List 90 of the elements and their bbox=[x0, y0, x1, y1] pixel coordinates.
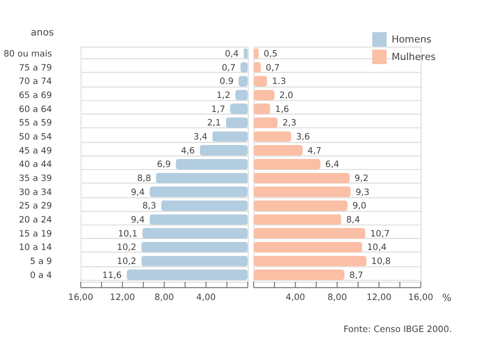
bar bbox=[200, 145, 248, 156]
legend-label: Mulheres bbox=[392, 52, 436, 63]
y-tick-label: 5 a 9 bbox=[30, 256, 52, 267]
data-label: 3,6 bbox=[296, 132, 310, 142]
data-label: 10,2 bbox=[116, 243, 136, 254]
data-label: 1,6 bbox=[275, 104, 290, 115]
bar bbox=[142, 228, 248, 239]
legend-label: Homens bbox=[392, 34, 432, 46]
bar bbox=[254, 200, 348, 212]
data-label: 11,6 bbox=[102, 270, 122, 281]
y-tick-label: 70 a 74 bbox=[18, 77, 52, 88]
bar bbox=[254, 270, 344, 280]
bar bbox=[254, 186, 351, 198]
data-label: 3,4 bbox=[194, 132, 208, 142]
data-label: 0.9 bbox=[220, 77, 234, 88]
bar bbox=[226, 117, 248, 128]
y-tick-label: 30 a 34 bbox=[18, 188, 52, 198]
data-label: 6,4 bbox=[325, 160, 340, 170]
bar bbox=[254, 256, 366, 266]
data-label: 2,0 bbox=[279, 90, 294, 101]
bar bbox=[254, 104, 270, 114]
data-label: 9,4 bbox=[130, 215, 146, 226]
y-tick-label: 60 a 64 bbox=[18, 104, 52, 115]
data-label: 9,0 bbox=[352, 202, 366, 212]
source-note: Fonte: Censo IBGE 2000. bbox=[344, 324, 452, 335]
bar bbox=[176, 158, 248, 170]
bar bbox=[141, 256, 248, 266]
y-tick-label: 55 a 59 bbox=[18, 118, 52, 129]
bar bbox=[254, 131, 292, 142]
data-label: 2,1 bbox=[207, 118, 221, 129]
data-label: 0,7 bbox=[266, 63, 280, 74]
y-tick-label: 45 a 49 bbox=[18, 146, 52, 156]
y-tick-label: 80 ou mais bbox=[4, 49, 52, 60]
data-label: 9,2 bbox=[354, 174, 368, 184]
data-label: 6,9 bbox=[156, 160, 171, 170]
bar bbox=[254, 228, 366, 239]
x-tick-label: 12,00 bbox=[366, 293, 392, 304]
bar bbox=[254, 242, 362, 253]
y-tick-label: 15 a 19 bbox=[18, 229, 52, 240]
y-tick-label: 35 a 39 bbox=[18, 174, 52, 184]
data-label: 8,3 bbox=[142, 202, 156, 212]
bar bbox=[161, 200, 248, 212]
y-tick-label: 20 a 24 bbox=[18, 215, 52, 226]
data-label: 1.3 bbox=[272, 77, 286, 88]
data-label: 9,3 bbox=[356, 188, 370, 198]
data-label: 10,2 bbox=[116, 256, 136, 267]
y-tick-label: 40 a 44 bbox=[18, 160, 52, 170]
y-tick-label: 25 a 29 bbox=[18, 202, 52, 212]
data-label: 1,2 bbox=[216, 90, 230, 101]
x-tick-label: 8,00 bbox=[327, 293, 347, 304]
y-axis-title: anos bbox=[30, 27, 54, 38]
data-label: 10,7 bbox=[370, 229, 390, 240]
bar bbox=[150, 186, 248, 198]
data-label: 8,8 bbox=[137, 174, 151, 184]
data-label: 10,8 bbox=[371, 256, 391, 267]
bar bbox=[150, 214, 248, 225]
bar bbox=[254, 172, 350, 184]
y-tick-label: 10 a 14 bbox=[18, 243, 52, 254]
x-tick-label: 4,00 bbox=[196, 293, 216, 304]
data-label: 4,7 bbox=[308, 146, 322, 156]
bar bbox=[212, 131, 248, 142]
x-tick-label: 8,00 bbox=[154, 293, 174, 304]
data-label: 0,7 bbox=[222, 63, 236, 74]
x-tick-label: 16,00 bbox=[408, 293, 434, 304]
data-label: 2,3 bbox=[282, 118, 296, 129]
data-label: 0,5 bbox=[264, 49, 278, 60]
bar bbox=[230, 104, 248, 114]
data-label: 0,4 bbox=[224, 49, 240, 60]
x-tick-label: 12,00 bbox=[110, 293, 135, 304]
data-label: 8,4 bbox=[346, 215, 361, 226]
y-tick-label: 50 a 54 bbox=[18, 132, 52, 142]
bar bbox=[254, 145, 303, 156]
x-axis-title: % bbox=[442, 293, 452, 304]
data-label: 10,1 bbox=[118, 229, 138, 240]
data-label: 8,7 bbox=[349, 270, 364, 281]
bar bbox=[156, 172, 248, 184]
x-tick-label: 4,00 bbox=[286, 293, 306, 304]
bar bbox=[254, 158, 320, 170]
x-tick-label: 16,00 bbox=[68, 293, 94, 304]
y-tick-label: 65 a 69 bbox=[18, 90, 52, 101]
y-tick-label: 0 a 4 bbox=[30, 270, 52, 281]
bar bbox=[126, 270, 248, 280]
y-tick-label: 75 a 79 bbox=[18, 63, 52, 74]
bar bbox=[254, 214, 342, 225]
data-label: 1,7 bbox=[211, 104, 226, 115]
bar bbox=[141, 242, 248, 253]
bar bbox=[254, 117, 278, 128]
data-label: 4,6 bbox=[180, 146, 195, 156]
data-label: 10,4 bbox=[367, 243, 387, 254]
data-label: 9,4 bbox=[130, 188, 146, 198]
